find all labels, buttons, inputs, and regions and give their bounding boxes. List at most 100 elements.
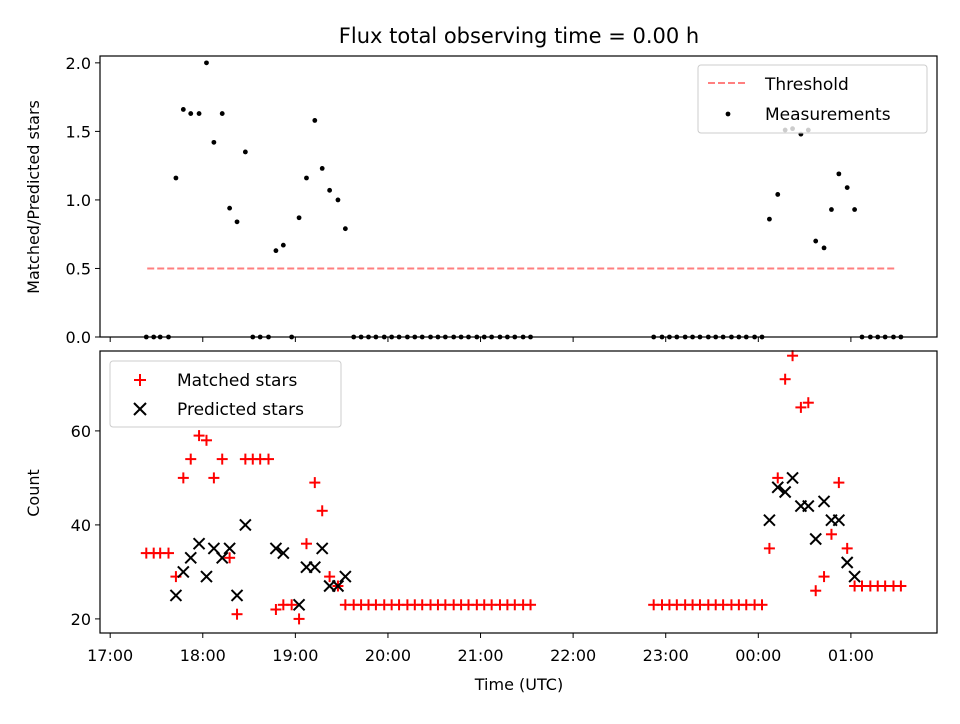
legend-measurements-swatch [725, 111, 731, 117]
x-tick-label: 19:00 [272, 646, 318, 665]
matched-star-point [802, 397, 814, 409]
matched-star-point [756, 599, 768, 611]
predicted-star-point [771, 481, 784, 494]
matched-star-point [208, 472, 220, 484]
measurement-point [204, 60, 209, 66]
x-tick-label: 00:00 [735, 646, 781, 665]
x-tick-label: 01:00 [828, 646, 874, 665]
measurement-point [312, 118, 318, 123]
x-tick-label: 21:00 [457, 646, 503, 665]
matched-star-point [177, 472, 189, 484]
predicted-star-point [832, 513, 846, 527]
top-axes-frame [99, 55, 938, 338]
predicted-star-point [339, 570, 352, 583]
matched-star-point [818, 571, 830, 583]
predicted-star-point [763, 513, 776, 527]
top-y-axis-label: Matched/Predicted stars [24, 100, 43, 294]
bottom-y-axis-label: Count [24, 469, 43, 517]
measurement-point [280, 242, 286, 248]
predicted-star-point [184, 551, 197, 565]
top-y-tick-label: 1.5 [66, 122, 91, 141]
legend-threshold-label: Threshold [764, 75, 849, 95]
predicted-star-point [200, 570, 213, 583]
bottom-y-tick-label: 60 [71, 422, 91, 441]
measurement-point [852, 207, 857, 212]
bottom-legend: Matched stars Predicted stars [109, 360, 342, 428]
measurement-point [219, 111, 225, 116]
predicted-star-point [216, 551, 229, 565]
predicted-star-point [786, 471, 799, 485]
legend-predicted-label: Predicted stars [177, 400, 304, 420]
predicted-star-point [292, 598, 306, 612]
measurement-point [327, 187, 333, 193]
legend-measurements-label: Measurements [765, 105, 891, 125]
matched-star-point [787, 350, 799, 362]
measurement-point [813, 238, 819, 244]
matched-star-point [216, 453, 228, 465]
measurement-point [775, 192, 781, 197]
measurement-point [821, 245, 827, 251]
predicted-star-point [177, 565, 190, 579]
predicted-star-point [316, 542, 329, 555]
matched-star-point [270, 604, 282, 615]
measurement-point [844, 185, 850, 190]
measurement-point [767, 216, 772, 222]
measurement-point [342, 226, 348, 232]
measurement-point [211, 139, 217, 145]
measurement-point [173, 175, 179, 181]
measurement-point [296, 215, 302, 221]
top-y-tick-label: 2.0 [66, 54, 91, 73]
predicted-star-point [848, 570, 861, 583]
matched-star-point [224, 552, 236, 564]
matched-star-point [293, 613, 305, 625]
measurement-point [196, 111, 202, 116]
matched-star-point [193, 430, 205, 442]
predicted-star-point [192, 537, 206, 550]
predicted-star-point [269, 542, 283, 555]
predicted-star-point [230, 589, 244, 602]
predicted-star-point [840, 556, 854, 569]
matched-star-point [286, 599, 298, 611]
matched-star-point [779, 373, 791, 385]
chart-title: Flux total observing time = 0.00 h [339, 24, 699, 48]
matched-star-point [841, 542, 853, 554]
measurement-point [335, 197, 341, 203]
matched-star-point [231, 608, 243, 620]
measurement-point [304, 175, 309, 181]
matched-star-point [263, 453, 275, 465]
top-y-tick-label: 0.5 [66, 259, 91, 278]
top-y-tick-label: 0.0 [66, 328, 91, 347]
measurement-point [273, 248, 279, 254]
predicted-star-point [239, 518, 252, 532]
measurement-point [227, 205, 233, 211]
predicted-star-point [169, 589, 183, 602]
measurement-point [188, 111, 194, 116]
matched-star-point [763, 542, 775, 554]
predicted-star-point [277, 546, 290, 560]
matched-star-point [309, 477, 321, 489]
matched-star-point [200, 434, 212, 446]
matched-star-point [825, 528, 837, 540]
matched-star-point [300, 538, 312, 550]
matched-star-point [324, 571, 336, 583]
matched-star-point [772, 472, 784, 484]
matched-star-point [185, 453, 197, 465]
legend-matched-swatch [134, 374, 146, 386]
bottom-y-tick-label: 20 [71, 610, 91, 629]
predicted-star-point [809, 532, 822, 546]
matched-star-point [163, 547, 175, 559]
x-tick-label: 20:00 [365, 646, 411, 665]
legend-matched-label: Matched stars [177, 371, 297, 391]
matched-star-point [795, 401, 807, 413]
legend-predicted-swatch [133, 402, 147, 416]
top-panel: 0.00.51.01.52.0 Matched/Predicted stars … [24, 54, 938, 347]
measurement-point [829, 207, 834, 212]
predicted-star-point [778, 485, 792, 499]
x-tick-label: 17:00 [87, 646, 133, 665]
top-legend: Threshold Measurements [697, 64, 928, 134]
x-tick-label: 23:00 [643, 646, 689, 665]
matched-star-point [316, 505, 328, 517]
x-axis-label: Time (UTC) [474, 675, 563, 694]
